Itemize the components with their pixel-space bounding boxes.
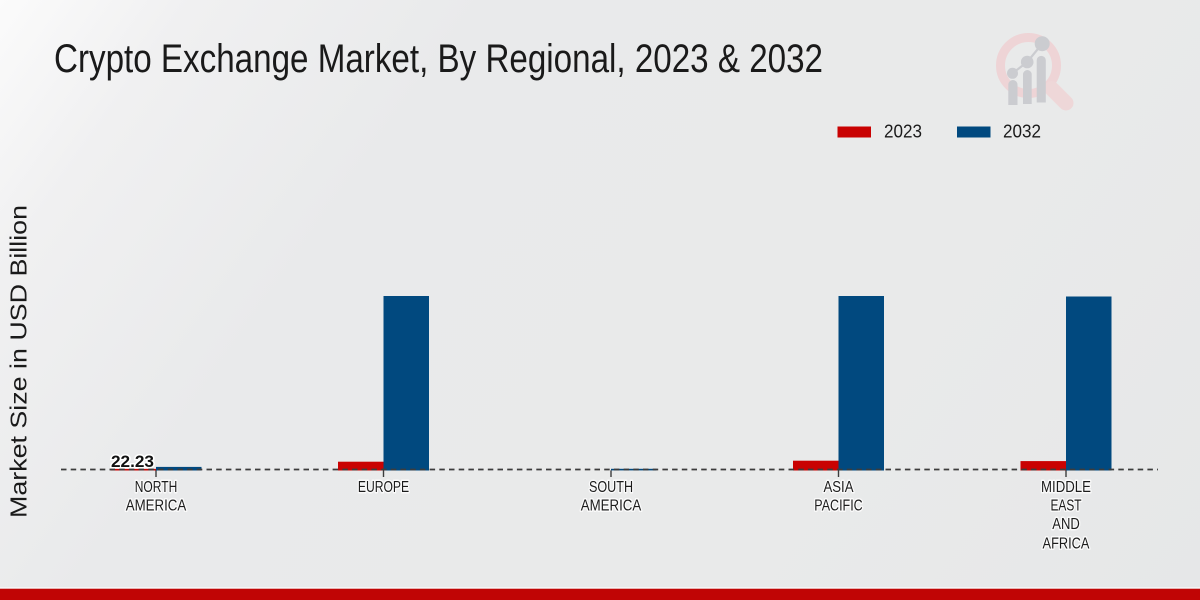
svg-text:EAST: EAST xyxy=(1050,498,1081,515)
svg-text:MIDDLE: MIDDLE xyxy=(1041,479,1091,496)
svg-text:AFRICA: AFRICA xyxy=(1043,536,1090,553)
svg-text:EUROPE: EUROPE xyxy=(358,479,409,496)
svg-text:PACIFIC: PACIFIC xyxy=(814,498,862,515)
svg-text:AMERICA: AMERICA xyxy=(581,498,642,515)
svg-text:22.23: 22.23 xyxy=(111,453,154,471)
svg-text:ASIA: ASIA xyxy=(824,479,854,496)
svg-text:SOUTH: SOUTH xyxy=(589,479,633,496)
svg-text:Market Size in USD Billion: Market Size in USD Billion xyxy=(6,205,32,518)
svg-text:2023: 2023 xyxy=(884,122,922,142)
svg-text:AMERICA: AMERICA xyxy=(126,498,187,515)
svg-text:Crypto Exchange Market, By Reg: Crypto Exchange Market, By Regional, 202… xyxy=(54,37,823,81)
svg-text:AND: AND xyxy=(1052,516,1080,533)
svg-text:2032: 2032 xyxy=(1003,122,1041,142)
svg-text:NORTH: NORTH xyxy=(135,479,178,496)
